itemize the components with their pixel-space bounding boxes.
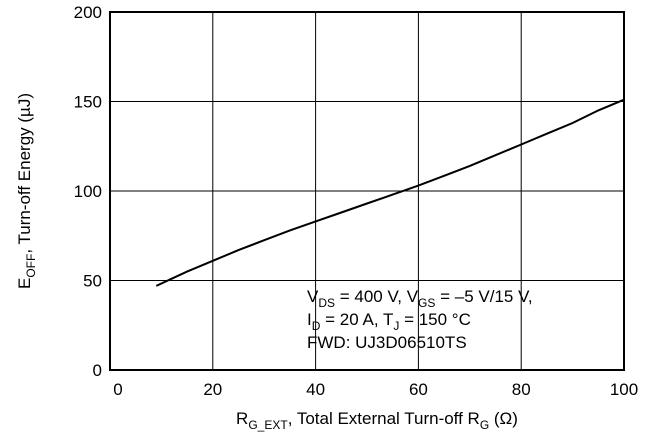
annotation-line: FWD: UJ3D06510TS	[307, 333, 467, 352]
x-tick-labels: 0 20 40 60 80 100	[113, 380, 638, 399]
subscript: D	[312, 319, 321, 333]
text-segment: E	[15, 278, 34, 289]
y-tick-label: 0	[93, 361, 102, 380]
annotation-line: VDS​ = 400 V, VGS​ = –5 V/15 V,	[307, 287, 533, 310]
x-tick-label: 100	[610, 380, 638, 399]
subscript: GS	[418, 296, 435, 310]
text-segment: = 400 V, V	[335, 287, 419, 306]
grid-lines	[110, 12, 624, 370]
subscript: G	[480, 418, 489, 432]
y-tick-label: 200	[74, 3, 102, 22]
text-segment: , Turn-off Energy (µJ)	[15, 93, 34, 254]
conditions-annotation: VDS​ = 400 V, VGS​ = –5 V/15 V,ID​ = 20 …	[307, 287, 533, 352]
subscript: J	[393, 319, 399, 333]
y-tick-label: 100	[74, 182, 102, 201]
x-axis-title: RG_EXT​, Total External Turn-off RG​ (Ω)	[236, 409, 518, 432]
subscript: OFF	[24, 254, 38, 278]
y-tick-label: 150	[74, 93, 102, 112]
x-axis-label: RG_EXT​, Total External Turn-off RG​ (Ω)	[236, 409, 518, 432]
text-segment: I	[307, 310, 312, 329]
subscript: DS	[318, 296, 335, 310]
text-segment: R	[236, 409, 248, 428]
y-tick-label: 50	[83, 272, 102, 291]
text-segment: = 20 A, T	[320, 310, 393, 329]
y-tick-labels: 0 50 100 150 200	[74, 3, 102, 380]
x-tick-label: 20	[203, 380, 222, 399]
text-segment: V	[307, 287, 319, 306]
subscript: G_EXT	[248, 418, 288, 432]
annotation-line: ID​ = 20 A, TJ​ = 150 °C	[307, 310, 471, 333]
text-segment: (Ω)	[489, 409, 518, 428]
y-axis-title: EOFF​, Turn-off Energy (µJ)	[15, 93, 38, 289]
text-segment: , Total External Turn-off R	[288, 409, 480, 428]
plot-frame	[109, 11, 625, 371]
y-axis-label: EOFF​, Turn-off Energy (µJ)	[15, 93, 38, 289]
x-tick-label: 80	[512, 380, 531, 399]
x-tick-label: 40	[306, 380, 325, 399]
x-tick-label: 0	[113, 380, 122, 399]
x-tick-label: 60	[409, 380, 428, 399]
series-line-eoff	[155, 98, 625, 287]
text-segment: FWD: UJ3D06510TS	[307, 333, 467, 352]
text-segment: = –5 V/15 V,	[435, 287, 532, 306]
text-segment: = 150 °C	[399, 310, 471, 329]
